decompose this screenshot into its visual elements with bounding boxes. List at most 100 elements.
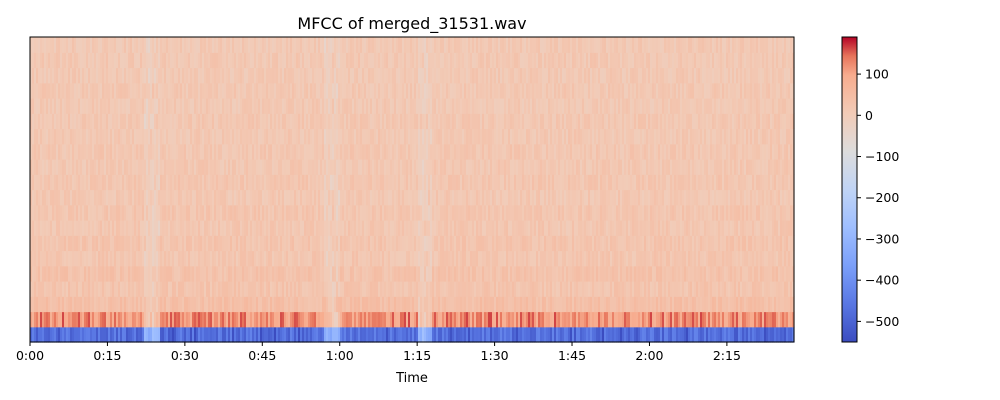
- heatmap-cell: [328, 37, 331, 53]
- heatmap-cell: [380, 235, 383, 252]
- heatmap-cell: [442, 250, 445, 267]
- heatmap-cell: [450, 113, 453, 130]
- heatmap-cell: [216, 235, 219, 252]
- heatmap-cell: [124, 220, 127, 236]
- heatmap-cell: [324, 52, 327, 69]
- heatmap-cell: [256, 159, 259, 175]
- heatmap-cell: [432, 265, 435, 282]
- heatmap-cell: [356, 220, 359, 236]
- heatmap-cell: [260, 265, 263, 282]
- heatmap-cell: [164, 174, 167, 191]
- heatmap-cell: [296, 98, 299, 114]
- heatmap-cell: [142, 265, 145, 282]
- heatmap-cell: [284, 311, 287, 328]
- heatmap-cell: [196, 265, 199, 282]
- heatmap-cell: [420, 220, 423, 236]
- heatmap-cell: [50, 220, 53, 236]
- heatmap-cell: [174, 265, 177, 282]
- heatmap-cell: [118, 98, 121, 114]
- heatmap-cell: [58, 296, 61, 313]
- heatmap-cell: [136, 67, 139, 84]
- heatmap-cell: [396, 128, 399, 145]
- heatmap-cell: [266, 113, 269, 130]
- heatmap-cell: [356, 189, 359, 206]
- heatmap-cell: [96, 220, 99, 236]
- heatmap-cell: [82, 250, 85, 267]
- heatmap-cell: [214, 189, 217, 206]
- heatmap-cell: [172, 281, 175, 297]
- heatmap-cell: [520, 265, 523, 282]
- heatmap-cell: [212, 296, 215, 313]
- heatmap-cell: [70, 189, 73, 206]
- heatmap-cell: [196, 159, 199, 175]
- heatmap-cell: [388, 98, 391, 114]
- heatmap-cell: [516, 113, 519, 130]
- heatmap-cell: [480, 250, 483, 267]
- heatmap-cell: [30, 67, 33, 84]
- heatmap-cell: [66, 311, 69, 328]
- heatmap-cell: [182, 311, 185, 328]
- heatmap-cell: [194, 82, 197, 99]
- heatmap-cell: [476, 296, 479, 313]
- heatmap-cell: [62, 296, 65, 313]
- heatmap-cell: [112, 113, 115, 130]
- heatmap-cell: [200, 296, 203, 313]
- heatmap-cell: [428, 326, 431, 343]
- heatmap-cell: [394, 98, 397, 114]
- heatmap-cell: [372, 189, 375, 206]
- heatmap-cell: [162, 265, 165, 282]
- heatmap-cell: [322, 143, 325, 160]
- heatmap-cell: [374, 250, 377, 267]
- heatmap-cell: [230, 174, 233, 191]
- heatmap-cell: [346, 128, 349, 145]
- heatmap-cell: [374, 98, 377, 114]
- heatmap-cell: [348, 113, 351, 130]
- heatmap-cell: [484, 250, 487, 267]
- heatmap-cell: [154, 98, 157, 114]
- heatmap-cell: [350, 220, 353, 236]
- heatmap-cell: [402, 67, 405, 84]
- heatmap-cell: [520, 326, 523, 343]
- heatmap-cell: [110, 311, 113, 328]
- heatmap-cell: [128, 113, 131, 130]
- heatmap-cell: [38, 311, 41, 328]
- heatmap-cell: [294, 37, 297, 53]
- heatmap-cell: [436, 52, 439, 69]
- heatmap-cell: [262, 143, 265, 160]
- heatmap-cell: [482, 235, 485, 252]
- heatmap-cell: [82, 265, 85, 282]
- heatmap-cell: [374, 265, 377, 282]
- heatmap-cell: [422, 296, 425, 313]
- heatmap-cell: [240, 220, 243, 236]
- heatmap-cell: [318, 174, 321, 191]
- heatmap-cell: [56, 37, 59, 53]
- heatmap-cell: [476, 67, 479, 84]
- heatmap-cell: [362, 174, 365, 191]
- heatmap-cell: [44, 82, 47, 99]
- heatmap-cell: [246, 220, 249, 236]
- heatmap-cell: [364, 235, 367, 252]
- heatmap-cell: [246, 98, 249, 114]
- heatmap-cell: [272, 296, 275, 313]
- heatmap-cell: [250, 235, 253, 252]
- heatmap-cell: [52, 235, 55, 252]
- heatmap-cell: [476, 37, 479, 53]
- heatmap-cell: [426, 37, 429, 53]
- heatmap-cell: [392, 67, 395, 84]
- heatmap-cell: [326, 174, 329, 191]
- heatmap-cell: [182, 265, 185, 282]
- heatmap-cell: [202, 82, 205, 99]
- heatmap-cell: [44, 265, 47, 282]
- heatmap-cell: [48, 98, 51, 114]
- heatmap-cell: [404, 281, 407, 297]
- heatmap-cell: [176, 128, 179, 145]
- heatmap-cell: [522, 113, 525, 130]
- heatmap-cell: [82, 82, 85, 99]
- heatmap-cell: [400, 159, 403, 175]
- heatmap-cell: [506, 113, 509, 130]
- heatmap-cell: [106, 82, 109, 99]
- heatmap-cell: [316, 159, 319, 175]
- heatmap-cell: [242, 265, 245, 282]
- heatmap-cell: [496, 37, 499, 53]
- heatmap-cell: [514, 113, 517, 130]
